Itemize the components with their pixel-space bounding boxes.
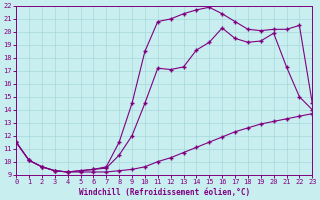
X-axis label: Windchill (Refroidissement éolien,°C): Windchill (Refroidissement éolien,°C)	[79, 188, 250, 197]
